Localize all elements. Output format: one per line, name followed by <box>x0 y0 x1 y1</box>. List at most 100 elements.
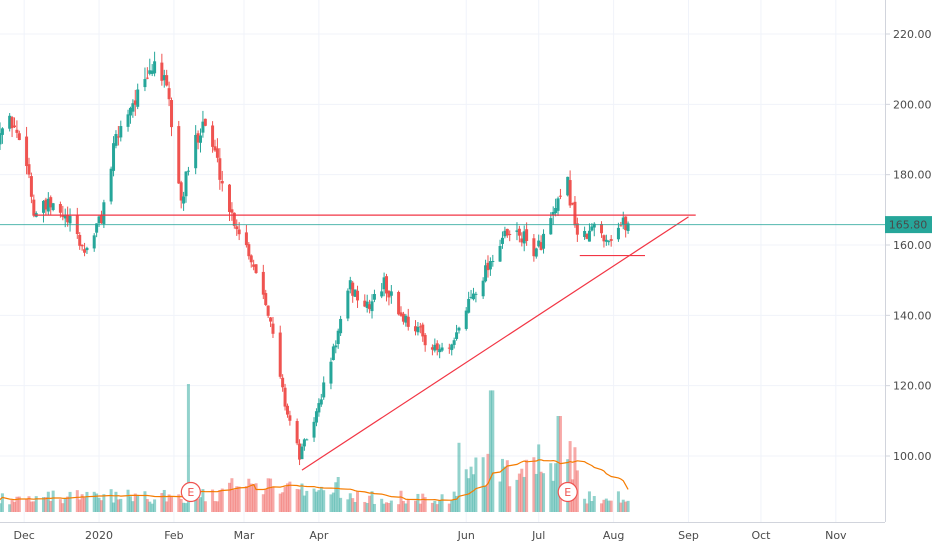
candle <box>218 148 222 190</box>
candle <box>148 58 152 76</box>
volume-bar <box>160 492 164 512</box>
candle <box>549 212 553 235</box>
candle <box>467 291 471 314</box>
candle <box>447 343 451 354</box>
volume-bar <box>126 489 130 512</box>
ascending-trendline[interactable] <box>301 216 689 471</box>
candle <box>568 170 572 208</box>
volume-bar <box>534 473 538 512</box>
candle <box>25 126 29 175</box>
candle <box>235 219 239 236</box>
volume-bar <box>464 469 468 512</box>
volume-bar <box>522 476 526 512</box>
candle <box>283 383 287 411</box>
candle <box>102 199 106 229</box>
candle <box>220 170 224 192</box>
volume-bar <box>136 494 140 512</box>
candle <box>27 157 31 179</box>
price-tick-label: 120.00 <box>893 380 932 393</box>
volume-bar <box>551 480 555 512</box>
volume-bar <box>281 492 285 512</box>
earnings-marker[interactable]: E <box>180 481 201 503</box>
volume-bar <box>66 496 70 512</box>
price-tick-label: 100.00 <box>893 450 932 463</box>
volume-bar <box>346 499 350 512</box>
candle <box>271 316 275 338</box>
candle <box>131 99 135 118</box>
candle <box>382 272 386 297</box>
candle <box>85 246 89 254</box>
volume-bar <box>317 490 321 512</box>
volume-bar <box>92 491 96 512</box>
volume-bar <box>488 390 492 512</box>
candle <box>8 113 12 132</box>
candle <box>75 207 79 239</box>
volume-bar <box>302 495 306 512</box>
volume-bar <box>626 500 630 512</box>
earnings-marker[interactable]: E <box>557 481 578 503</box>
volume-bar <box>63 498 67 512</box>
candle <box>554 198 558 217</box>
candle <box>281 374 285 392</box>
candle <box>365 294 369 313</box>
candle <box>433 338 437 353</box>
candle <box>17 130 21 141</box>
volume-bar <box>27 496 31 512</box>
candle <box>537 234 541 248</box>
volume-bar <box>542 473 546 512</box>
candle <box>368 299 372 314</box>
volume-bar <box>25 499 29 512</box>
candle <box>626 221 630 234</box>
candle <box>305 438 309 441</box>
volume-moving-average-line <box>0 459 629 502</box>
candle <box>380 283 384 299</box>
candle <box>404 313 408 327</box>
candle <box>177 120 181 185</box>
volume-bar <box>331 492 335 512</box>
volume-bar <box>109 489 113 512</box>
drawn-annotations <box>33 214 696 471</box>
price-tick-label: 140.00 <box>893 309 932 322</box>
volume-bar <box>602 499 606 512</box>
volume-bar <box>503 466 507 512</box>
volume-bar <box>194 494 198 512</box>
candle <box>491 254 495 267</box>
candle <box>600 221 604 238</box>
candle <box>278 325 282 379</box>
time-tick-label: Oct <box>751 529 771 542</box>
candle <box>505 228 509 238</box>
time-axis[interactable] <box>0 522 932 550</box>
candle <box>331 343 335 361</box>
volume-bar <box>554 463 558 512</box>
candle <box>587 223 591 242</box>
price-axis[interactable] <box>885 0 932 522</box>
volume-bar <box>46 491 50 512</box>
volume-bar <box>203 501 207 512</box>
candle <box>486 255 490 278</box>
candle <box>406 308 410 331</box>
volume-bar <box>199 497 203 512</box>
volume-bar <box>348 493 352 512</box>
candle <box>522 225 526 252</box>
volume-bar <box>249 483 253 512</box>
volume-bar <box>573 447 577 512</box>
candle <box>203 118 207 127</box>
grid <box>0 0 885 522</box>
volume-bar <box>61 503 65 512</box>
volume-bar <box>397 504 401 512</box>
volume-bar <box>261 494 265 512</box>
volume-bar <box>616 491 620 512</box>
candle <box>12 117 16 128</box>
candle <box>95 223 99 238</box>
volume-bar <box>254 483 258 512</box>
volume-bar <box>51 490 55 512</box>
candle <box>249 254 253 268</box>
volume-bar <box>438 500 442 512</box>
volume-bar <box>235 486 239 512</box>
volume-bar <box>587 491 591 512</box>
candle <box>41 200 45 223</box>
volume-bar <box>607 500 611 512</box>
candle <box>438 344 442 359</box>
